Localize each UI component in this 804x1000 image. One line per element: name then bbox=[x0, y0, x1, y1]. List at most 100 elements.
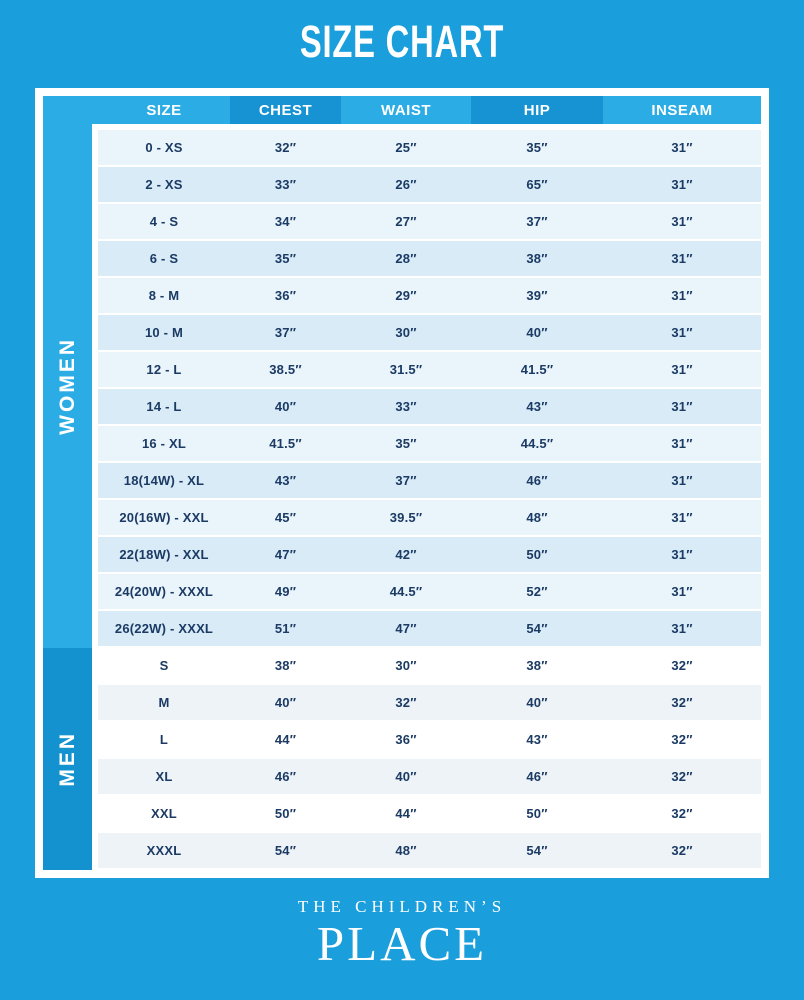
size-cell: 0 - XS bbox=[145, 140, 183, 155]
hip-cell: 54″ bbox=[526, 843, 548, 858]
hip-cell: 52″ bbox=[526, 584, 548, 599]
size-cell: 24(20W) - XXXL bbox=[114, 584, 214, 599]
size-cell: 8 - M bbox=[148, 288, 180, 303]
waist-cell: 36″ bbox=[395, 732, 417, 747]
table-row: 20(16W) - XXL 45″ 39.5″ 48″ 31″ bbox=[98, 500, 761, 535]
chest-cell: 40″ bbox=[274, 399, 297, 414]
inseam-cell: 31″ bbox=[671, 140, 693, 155]
chest-cell: 38.5″ bbox=[269, 362, 302, 377]
size-cell: 14 - L bbox=[146, 399, 182, 414]
waist-cell: 30″ bbox=[395, 658, 417, 673]
size-cell: 20(16W) - XXL bbox=[119, 510, 209, 525]
page-header: SIZE CHART bbox=[0, 16, 804, 67]
inseam-cell: 32″ bbox=[671, 806, 693, 821]
table-row: XL 46″ 40″ 46″ 32″ bbox=[98, 759, 761, 794]
chest-cell: 46″ bbox=[274, 769, 297, 784]
table-row: S 38″ 30″ 38″ 32″ bbox=[98, 648, 761, 683]
hip-cell: 38″ bbox=[526, 658, 548, 673]
waist-cell: 39.5″ bbox=[389, 510, 423, 525]
waist-cell: 40″ bbox=[395, 769, 417, 784]
size-cell: 10 - M bbox=[144, 325, 184, 340]
table-row: 24(20W) - XXXL 49″ 44.5″ 52″ 31″ bbox=[98, 574, 761, 609]
size-cell: XL bbox=[155, 769, 173, 784]
size-cell: 12 - L bbox=[146, 362, 182, 377]
brand-name-top: THE CHILDREN’S bbox=[297, 897, 507, 916]
chest-cell: 45″ bbox=[274, 510, 297, 525]
table-row: 18(14W) - XL 43″ 37″ 46″ 31″ bbox=[98, 463, 761, 498]
inseam-cell: 31″ bbox=[671, 288, 693, 303]
inseam-cell: 31″ bbox=[671, 325, 693, 340]
column-header-inseam: INSEAM bbox=[603, 96, 761, 124]
waist-cell: 26″ bbox=[395, 177, 417, 192]
hip-cell: 37″ bbox=[526, 214, 548, 229]
table-row: L 44″ 36″ 43″ 32″ bbox=[98, 722, 761, 757]
hip-cell: 50″ bbox=[526, 806, 548, 821]
brand-logo: THE CHILDREN’S PLACE bbox=[0, 897, 804, 969]
waist-cell: 28″ bbox=[395, 251, 417, 266]
table-body-area: WOMEN MEN 0 - XS 32″ 25″ 35″ 31″ 2 - XS 33″ 26″… bbox=[43, 124, 761, 870]
table-row: XXL 50″ 44″ 50″ 32″ bbox=[98, 796, 761, 831]
hip-cell: 40″ bbox=[526, 325, 548, 340]
hip-cell: 44.5″ bbox=[520, 436, 554, 451]
hip-cell: 40″ bbox=[526, 695, 548, 710]
table-row: 4 - S 34″ 27″ 37″ 31″ bbox=[98, 204, 761, 239]
hip-cell: 41.5″ bbox=[520, 362, 554, 377]
table-row: 16 - XL 41.5″ 35″ 44.5″ 31″ bbox=[98, 426, 761, 461]
waist-cell: 44″ bbox=[395, 806, 417, 821]
waist-cell: 29″ bbox=[395, 288, 417, 303]
table-row: 12 - L 38.5″ 31.5″ 41.5″ 31″ bbox=[98, 352, 761, 387]
chest-cell: 37″ bbox=[274, 325, 297, 340]
waist-cell: 25″ bbox=[395, 140, 417, 155]
chest-cell: 47″ bbox=[274, 547, 297, 562]
table-row: M 40″ 32″ 40″ 32″ bbox=[98, 685, 761, 720]
table-row: 14 - L 40″ 33″ 43″ 31″ bbox=[98, 389, 761, 424]
size-cell: 18(14W) - XL bbox=[123, 473, 205, 488]
inseam-cell: 31″ bbox=[671, 399, 693, 414]
size-cell: M bbox=[158, 695, 170, 710]
chest-cell: 44″ bbox=[274, 732, 297, 747]
chest-cell: 54″ bbox=[274, 843, 297, 858]
hip-cell: 39″ bbox=[526, 288, 548, 303]
inseam-cell: 31″ bbox=[671, 251, 693, 266]
inseam-cell: 31″ bbox=[671, 584, 693, 599]
waist-cell: 42″ bbox=[395, 547, 417, 562]
size-cell: S bbox=[159, 658, 169, 673]
table-row: 10 - M 37″ 30″ 40″ 31″ bbox=[98, 315, 761, 350]
table-row: 6 - S 35″ 28″ 38″ 31″ bbox=[98, 241, 761, 276]
inseam-cell: 31″ bbox=[671, 621, 693, 636]
chest-cell: 51″ bbox=[274, 621, 297, 636]
inseam-cell: 31″ bbox=[671, 547, 693, 562]
inseam-cell: 32″ bbox=[671, 843, 693, 858]
waist-cell: 37″ bbox=[395, 473, 417, 488]
chest-cell: 49″ bbox=[274, 584, 297, 599]
hip-cell: 46″ bbox=[526, 769, 548, 784]
size-cell: XXXL bbox=[146, 843, 182, 858]
inseam-cell: 32″ bbox=[671, 732, 693, 747]
waist-cell: 44.5″ bbox=[389, 584, 423, 599]
inseam-cell: 31″ bbox=[671, 436, 693, 451]
waist-cell: 32″ bbox=[395, 695, 417, 710]
inseam-cell: 32″ bbox=[671, 769, 693, 784]
inseam-cell: 31″ bbox=[671, 510, 693, 525]
chest-cell: 43″ bbox=[274, 473, 297, 488]
inseam-cell: 32″ bbox=[671, 658, 693, 673]
waist-cell: 27″ bbox=[395, 214, 417, 229]
chest-cell: 34″ bbox=[274, 214, 297, 229]
waist-cell: 33″ bbox=[395, 399, 417, 414]
waist-cell: 48″ bbox=[395, 843, 417, 858]
column-header-waist: WAIST bbox=[341, 96, 471, 124]
size-cell: 22(18W) - XXL bbox=[119, 547, 209, 562]
inseam-cell: 32″ bbox=[671, 695, 693, 710]
table-row: 2 - XS 33″ 26″ 65″ 31″ bbox=[98, 167, 761, 202]
inseam-cell: 31″ bbox=[671, 473, 693, 488]
size-cell: 2 - XS bbox=[145, 177, 183, 192]
hip-cell: 43″ bbox=[526, 732, 548, 747]
hip-cell: 50″ bbox=[526, 547, 548, 562]
section-band: WOMEN MEN bbox=[43, 124, 92, 870]
chest-cell: 41.5″ bbox=[269, 436, 302, 451]
table-row: 22(18W) - XXL 47″ 42″ 50″ 31″ bbox=[98, 537, 761, 572]
table-row: 8 - M 36″ 29″ 39″ 31″ bbox=[98, 278, 761, 313]
size-cell: 4 - S bbox=[149, 214, 179, 229]
chest-cell: 36″ bbox=[274, 288, 297, 303]
size-cell: 26(22W) - XXXL bbox=[114, 621, 214, 636]
